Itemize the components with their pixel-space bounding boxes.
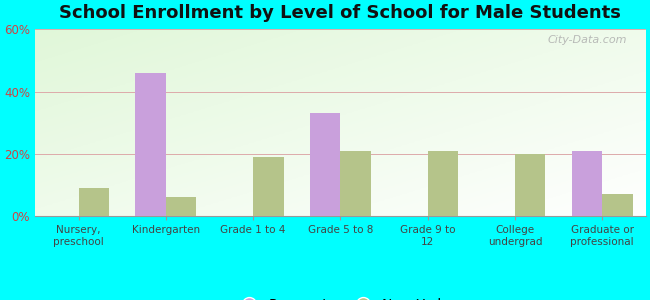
Bar [135,73,166,216]
Bar [602,194,632,216]
Text: City-Data.com: City-Data.com [548,35,627,45]
Bar [166,197,196,216]
Legend: Prospect, New York: Prospect, New York [229,292,451,300]
Bar [341,151,371,216]
Bar [571,151,602,216]
Title: School Enrollment by Level of School for Male Students: School Enrollment by Level of School for… [60,4,621,22]
Bar [310,113,341,216]
Bar [253,157,283,216]
Bar [515,154,545,216]
Bar [79,188,109,216]
Bar [428,151,458,216]
